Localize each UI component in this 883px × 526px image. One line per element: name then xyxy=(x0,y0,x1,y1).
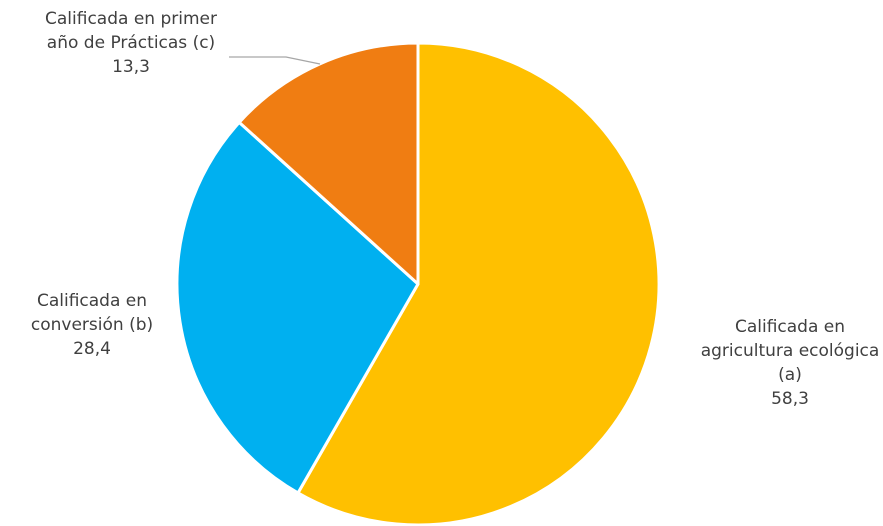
slice-3-label-line-2: año de Prácticas (c) xyxy=(47,33,215,53)
pie-slice-2 xyxy=(175,120,420,495)
pie-slices xyxy=(175,41,661,526)
slice-2-value: 28,4 xyxy=(73,339,111,359)
leader-line-slice-3 xyxy=(229,56,321,65)
slice-1-label-line-3: (a) xyxy=(778,365,802,385)
slice-1-value: 58,3 xyxy=(771,389,809,409)
slice-3-value: 13,3 xyxy=(112,57,150,77)
slice-2-label-line-1: Calificada en xyxy=(37,291,147,311)
slice-3-label-line-1: Calificada en primer xyxy=(45,9,217,29)
slice-2-label-line-2: conversión (b) xyxy=(31,315,153,335)
data-labels: Calificada en agricultura ecológica (a) 58,… xyxy=(31,9,879,409)
pie-slice-3 xyxy=(237,41,420,286)
slice-1-label-line-1: Calificada en xyxy=(735,317,845,337)
slice-1-label-line-2: agricultura ecológica xyxy=(701,341,880,361)
pie-slice-1 xyxy=(296,41,661,526)
